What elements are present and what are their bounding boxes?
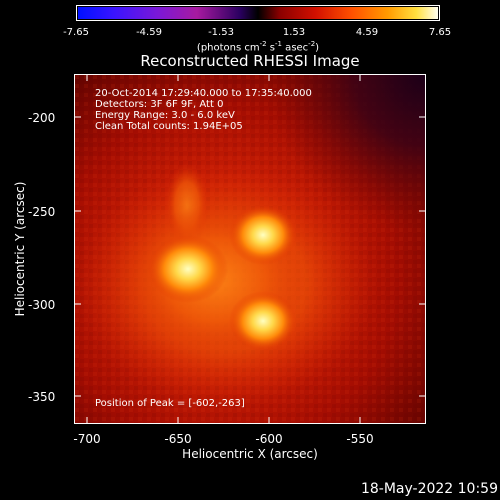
colorbar-tick: 4.59 — [355, 27, 379, 38]
detectors-info: Detectors: 3F 6F 9F, Att 0 — [95, 99, 224, 110]
plot-title: Reconstructed RHESSI Image — [140, 52, 360, 70]
solar-image-panel: 20-Oct-2014 17:29:40.000 to 17:35:40.000… — [74, 74, 426, 424]
peak-position: Position of Peak = [-602,-263] — [95, 398, 245, 409]
energy-range: Energy Range: 3.0 - 6.0 keV — [95, 110, 235, 121]
flare-source — [229, 205, 297, 265]
colorbar-tick: 1.53 — [282, 27, 306, 38]
y-tick-label: -250 — [28, 205, 56, 219]
y-tick-label: -350 — [28, 390, 56, 404]
y-tick-label: -200 — [28, 111, 56, 125]
colorbar — [76, 5, 440, 21]
y-axis-label: Heliocentric Y (arcsec) — [13, 181, 27, 317]
colorbar-gradient — [78, 7, 438, 19]
x-tick-label: -700 — [73, 432, 101, 446]
flare-source — [148, 235, 228, 303]
x-tick-label: -550 — [346, 432, 374, 446]
colorbar-tick: 7.65 — [428, 27, 452, 38]
render-timestamp: 18-May-2022 10:59 — [360, 481, 498, 497]
clean-total-counts: Clean Total counts: 1.94E+05 — [95, 121, 243, 132]
x-tick-label: -650 — [164, 432, 192, 446]
colorbar-tick: -7.65 — [63, 27, 89, 38]
x-tick-label: -600 — [255, 432, 283, 446]
y-tick-label: -300 — [28, 298, 56, 312]
flare-source — [229, 291, 297, 351]
colorbar-unit-label: (photons cm-2 s-1 asec-2) — [196, 40, 320, 54]
observation-time: 20-Oct-2014 17:29:40.000 to 17:35:40.000 — [95, 88, 312, 99]
colorbar-tick: -1.53 — [208, 27, 234, 38]
x-axis-label: Heliocentric X (arcsec) — [182, 447, 318, 461]
colorbar-tick: -4.59 — [136, 27, 162, 38]
solar-image — [75, 75, 425, 423]
